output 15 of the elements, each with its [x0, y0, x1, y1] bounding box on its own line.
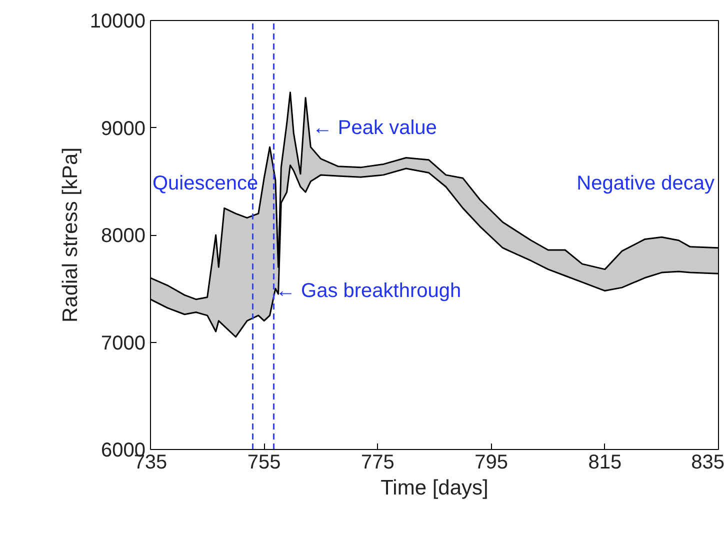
y-axis-title: Radial stress [kPa] — [58, 147, 82, 323]
x-tick-label: 815 — [588, 452, 622, 474]
x-tick-label: 755 — [247, 452, 281, 474]
annotation: ← Gas breakthrough — [275, 280, 462, 302]
y-tick-label: 7000 — [101, 332, 146, 354]
y-tick-label: 8000 — [101, 225, 146, 247]
x-axis-title: Time [days] — [380, 476, 488, 500]
x-tick-label: 795 — [474, 452, 508, 474]
annotation: Negative decay — [576, 172, 715, 194]
x-tick-label: 835 — [691, 452, 724, 474]
y-tick-label: 10000 — [90, 10, 146, 32]
x-tick-label: 775 — [361, 452, 394, 474]
annotation: ← Peak value — [312, 116, 437, 139]
annotation: Quiescence — [152, 172, 258, 194]
y-tick-label: 9000 — [101, 118, 146, 140]
